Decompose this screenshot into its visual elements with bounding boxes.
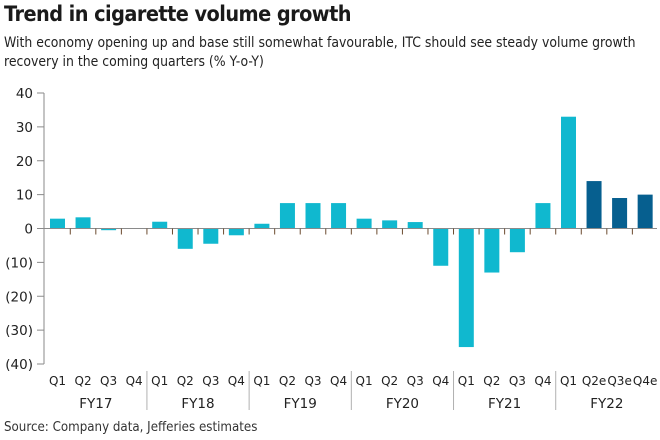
bar-fy22-q3e [612,198,628,229]
bar-fy21-q4 [535,203,551,229]
bar-fy17-q1 [50,218,65,229]
bars [50,116,653,348]
x-tick-label: Q3 [100,374,117,388]
bar-fy19-q1 [254,223,270,229]
x-tick-label: Q3e [607,374,631,388]
bar-fy22-q4e [637,194,653,229]
bar-fy18-q4 [228,228,244,236]
x-tick-label: Q4 [534,374,551,388]
chart-subtitle: With economy opening up and base still s… [4,35,636,70]
bar-fy19-q4 [331,203,347,229]
x-tick-label: Q3 [509,374,526,388]
x-tick-label: Q2 [279,374,296,388]
source-note: Source: Company data, Jefferies estimate… [4,419,258,435]
y-tick-label: (20) [5,289,33,305]
x-tick-label: Q1 [356,374,373,388]
bar-fy17-q3 [101,228,117,231]
x-tick-label: Q4 [126,374,143,388]
bar-fy19-q2 [279,203,295,229]
bar-fy18-q2 [177,228,193,249]
bar-fy19-q3 [305,203,321,229]
x-tick-label: Q3 [202,374,219,388]
bar-fy21-q1 [458,228,474,348]
x-group-label: FY22 [590,396,623,412]
chart-title: Trend in cigarette volume growth [4,2,352,26]
y-axis: 40 30 20 10 0 (10) (20) (30) (40) [5,86,45,373]
x-tick-label: Q2e [582,374,606,388]
x-tick-label: Q1 [253,374,270,388]
x-tick-label: Q4 [432,374,449,388]
x-tick-label: Q4 [228,374,245,388]
x-tick-label: Q2 [75,374,92,388]
bar-fy18-q1 [152,221,168,229]
x-axis: Q1 Q2 Q3 Q4 FY17 Q1 Q2 Q3 Q4 FY18 Q1 Q2 Q3 Q4 FY19 Q1 Q2… [44,228,657,412]
bar-fy22-q1 [561,116,576,229]
x-tick-label: Q2 [381,374,398,388]
y-tick-label: 40 [16,86,33,102]
bar-fy20-q2 [382,220,398,229]
y-tick-label: 0 [24,222,33,238]
x-tick-label: Q1 [458,374,475,388]
x-tick-label: Q3 [407,374,424,388]
bar-fy21-q2 [484,228,500,273]
y-tick-label: 30 [16,120,33,136]
x-group-label: FY18 [181,396,214,412]
bar-fy17-q2 [75,217,91,229]
y-tick-label: (30) [5,323,33,339]
bar-fy20-q3 [407,222,423,229]
x-tick-label: Q3 [304,374,321,388]
x-tick-label: Q2 [177,374,194,388]
x-tick-label: Q1 [560,374,577,388]
x-tick-label: Q4 [330,374,347,388]
x-tick-label: Q2 [483,374,500,388]
y-tick-label: 10 [16,188,33,204]
bar-fy22-q2e [586,181,602,229]
y-tick-label: (40) [5,357,33,373]
x-group-label: FY19 [284,396,317,412]
bar-fy20-q1 [356,218,372,229]
bar-fy18-q3 [203,228,219,244]
y-tick-label: 20 [16,154,33,170]
bar-fy21-q3 [509,228,525,253]
x-group-label: FY17 [79,396,112,412]
y-tick-label: (10) [5,255,33,271]
x-tick-label: Q1 [151,374,168,388]
x-tick-label: Q4e [633,374,657,388]
bar-fy20-q4 [433,228,449,266]
x-tick-label: Q1 [49,374,66,388]
x-group-label: FY21 [488,396,521,412]
x-group-label: FY20 [386,396,419,412]
